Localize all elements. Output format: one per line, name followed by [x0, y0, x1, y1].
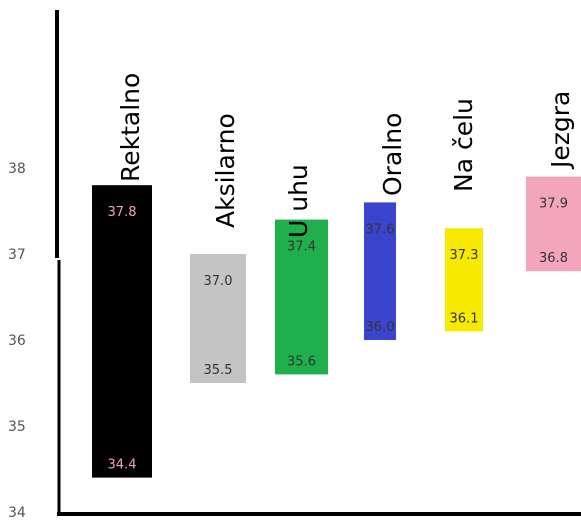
range-bar-1: [92, 185, 152, 478]
y-tick-label-38: 38: [8, 161, 26, 177]
high-value-label-1: 37.8: [108, 205, 137, 220]
range-bar-5: [445, 228, 483, 332]
high-value-label-5: 37.3: [450, 248, 479, 263]
range-bar-2: [190, 254, 246, 383]
low-value-label-2: 35.5: [204, 363, 233, 378]
range-bar-6: [526, 176, 581, 272]
low-value-label-4: 36.0: [366, 320, 395, 335]
y-tick-label-37: 37: [8, 247, 26, 263]
category-label-4: Oralno: [378, 113, 407, 196]
category-label-6: Jezgra: [546, 91, 575, 170]
low-value-label-6: 36.8: [539, 251, 568, 266]
category-label-1: Rektalno: [116, 73, 145, 182]
y-tick-label-36: 36: [8, 333, 26, 349]
high-value-label-2: 37.0: [204, 274, 233, 289]
low-value-label-5: 36.1: [450, 311, 479, 326]
high-value-label-6: 37.9: [539, 197, 568, 212]
y-tick-label-35: 35: [8, 419, 26, 435]
low-value-label-3: 35.6: [287, 354, 316, 369]
category-label-3: U uhu: [284, 164, 313, 238]
high-value-label-4: 37.6: [366, 222, 395, 237]
category-label-5: Na čelu: [449, 98, 478, 192]
high-value-label-3: 37.4: [287, 240, 316, 255]
category-label-2: Aksilarno: [211, 113, 240, 228]
low-value-label-1: 34.4: [108, 458, 137, 473]
range-bar-4: [364, 202, 396, 340]
range-bar-3: [275, 219, 328, 375]
y-tick-label-34: 34: [8, 505, 26, 521]
